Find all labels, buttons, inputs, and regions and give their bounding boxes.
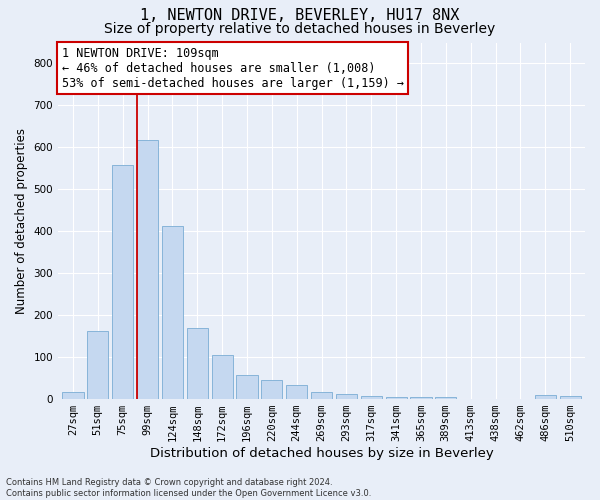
Bar	[162, 226, 183, 399]
Bar	[87, 330, 109, 399]
Bar	[386, 397, 407, 399]
Bar	[535, 395, 556, 399]
Bar	[236, 375, 257, 399]
Bar	[311, 392, 332, 399]
Bar	[212, 356, 233, 399]
Text: Size of property relative to detached houses in Beverley: Size of property relative to detached ho…	[104, 22, 496, 36]
Bar	[187, 328, 208, 399]
Text: 1, NEWTON DRIVE, BEVERLEY, HU17 8NX: 1, NEWTON DRIVE, BEVERLEY, HU17 8NX	[140, 8, 460, 22]
Bar	[435, 398, 457, 399]
Bar	[361, 396, 382, 399]
Bar	[62, 392, 83, 399]
Bar	[560, 396, 581, 399]
Bar	[286, 385, 307, 399]
Bar	[336, 394, 357, 399]
Y-axis label: Number of detached properties: Number of detached properties	[15, 128, 28, 314]
Bar	[410, 397, 431, 399]
Bar	[137, 140, 158, 399]
Bar	[261, 380, 283, 399]
Text: Contains HM Land Registry data © Crown copyright and database right 2024.
Contai: Contains HM Land Registry data © Crown c…	[6, 478, 371, 498]
Bar	[112, 165, 133, 399]
Text: 1 NEWTON DRIVE: 109sqm
← 46% of detached houses are smaller (1,008)
53% of semi-: 1 NEWTON DRIVE: 109sqm ← 46% of detached…	[62, 46, 404, 90]
X-axis label: Distribution of detached houses by size in Beverley: Distribution of detached houses by size …	[149, 447, 493, 460]
